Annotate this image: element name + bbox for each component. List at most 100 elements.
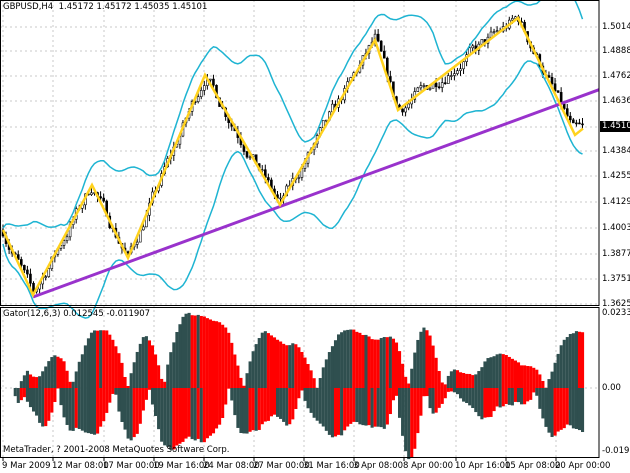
- gator-up-bar: [80, 354, 84, 388]
- candle-body: [382, 50, 386, 59]
- gator-down-bar: [349, 388, 353, 424]
- candle-body: [29, 273, 32, 284]
- gator-down-bar: [251, 388, 255, 431]
- gator-down-bar: [452, 388, 456, 393]
- gator-down-bar: [169, 388, 173, 450]
- gator-up-bar: [276, 339, 280, 388]
- gator-down-bar: [260, 388, 264, 425]
- time-axis-label: 19 Mar 16:00: [153, 461, 210, 471]
- gator-up-bar: [187, 312, 191, 388]
- candle-body: [99, 196, 102, 199]
- gator-down-bar: [272, 388, 277, 415]
- gator-up-bar: [230, 342, 234, 388]
- gator-down-bar: [178, 388, 182, 444]
- gator-up-bar: [318, 378, 322, 388]
- candle-body: [562, 103, 566, 109]
- gator-down-bar: [135, 388, 139, 434]
- candle-body: [267, 177, 270, 181]
- gator-down-bar: [495, 388, 499, 407]
- gator-up-bar: [440, 382, 444, 388]
- gator-up-bar: [379, 338, 383, 388]
- gator-up-bar: [553, 362, 557, 388]
- candle-body: [19, 259, 23, 266]
- candle-body: [550, 76, 554, 85]
- gator-down-bar: [379, 388, 383, 428]
- gator-down-bar: [504, 388, 508, 405]
- gator-down-bar: [312, 388, 316, 418]
- gator-down-bar: [574, 388, 578, 429]
- candle-body: [440, 82, 444, 88]
- gator-down-bar: [373, 388, 377, 427]
- gator-up-bar: [294, 344, 298, 388]
- candle-body: [428, 87, 432, 90]
- gator-down-bar: [138, 388, 142, 424]
- candle-body: [90, 192, 93, 195]
- gator-down-bar: [68, 388, 72, 431]
- candle-body: [572, 119, 575, 124]
- gator-up-bar: [251, 351, 255, 388]
- gator-down-bar: [224, 388, 228, 405]
- gator-up-bar: [507, 356, 511, 388]
- gator-down-bar: [65, 388, 69, 425]
- gator-down-bar: [117, 388, 121, 412]
- candle-body: [416, 87, 420, 92]
- gator-up-bar: [495, 354, 499, 388]
- gator-down-bar: [154, 388, 158, 416]
- gator-up-bar: [166, 364, 170, 388]
- gator-up-bar: [205, 318, 209, 388]
- gator-up-bar: [355, 331, 359, 388]
- gator-up-bar: [77, 361, 81, 388]
- gator-down-bar: [147, 388, 151, 390]
- candle-body: [471, 45, 475, 49]
- gator-up-bar: [199, 315, 203, 388]
- gator-down-bar: [434, 388, 438, 413]
- gator-up-bar: [56, 356, 60, 388]
- gator-up-bar: [285, 345, 289, 388]
- gator-up-bar: [99, 330, 103, 388]
- gator-up-bar: [535, 369, 539, 388]
- gator-up-bar: [492, 356, 496, 388]
- gator-up-bar: [376, 339, 380, 388]
- price-axis-label: 1.38770: [602, 249, 630, 259]
- time-axis-label: 10 Apr 16:00: [455, 461, 511, 471]
- gator-down-bar: [99, 388, 103, 427]
- gator-up-bar: [385, 337, 389, 388]
- gator-up-bar: [321, 367, 325, 388]
- gator-up-bar: [239, 377, 243, 388]
- gator-down-bar: [318, 388, 322, 424]
- gator-up-bar: [25, 370, 29, 388]
- gator-down-bar: [230, 388, 234, 401]
- gator-up-bar: [349, 329, 353, 388]
- gator-down-bar: [462, 388, 466, 402]
- gator-down-bar: [516, 388, 521, 403]
- gator-up-bar: [86, 338, 90, 388]
- gator-up-bar: [480, 367, 484, 388]
- gator-down-bar: [25, 388, 29, 402]
- gator-up-bar: [550, 371, 554, 388]
- gator-down-bar: [520, 388, 524, 405]
- gator-up-bar: [108, 334, 112, 388]
- gator-up-bar: [150, 345, 155, 388]
- candle-body: [575, 122, 578, 125]
- gator-down-bar: [263, 388, 267, 422]
- price-axis-label: 1.43846: [602, 146, 630, 156]
- gator-up-bar: [398, 351, 402, 388]
- gator-down-bar: [276, 388, 280, 417]
- candle-body: [212, 78, 215, 86]
- candle-body: [65, 236, 69, 241]
- time-axis-label: 31 Mar 16:00: [303, 461, 360, 471]
- gator-down-bar: [465, 388, 469, 404]
- gator-down-bar: [468, 388, 472, 406]
- gator-up-bar: [413, 352, 417, 388]
- gator-up-bar: [227, 332, 231, 388]
- candle-body: [489, 31, 493, 38]
- gator-up-bar: [574, 331, 578, 388]
- gator-down-bar: [422, 388, 426, 397]
- gator-down-bar: [535, 388, 539, 396]
- gator-up-bar: [324, 359, 328, 388]
- gator-up-bar: [532, 367, 536, 388]
- gator-up-bar: [181, 316, 185, 388]
- indicator-scale-zero: 0.00: [602, 383, 621, 393]
- gator-down-bar: [120, 388, 124, 422]
